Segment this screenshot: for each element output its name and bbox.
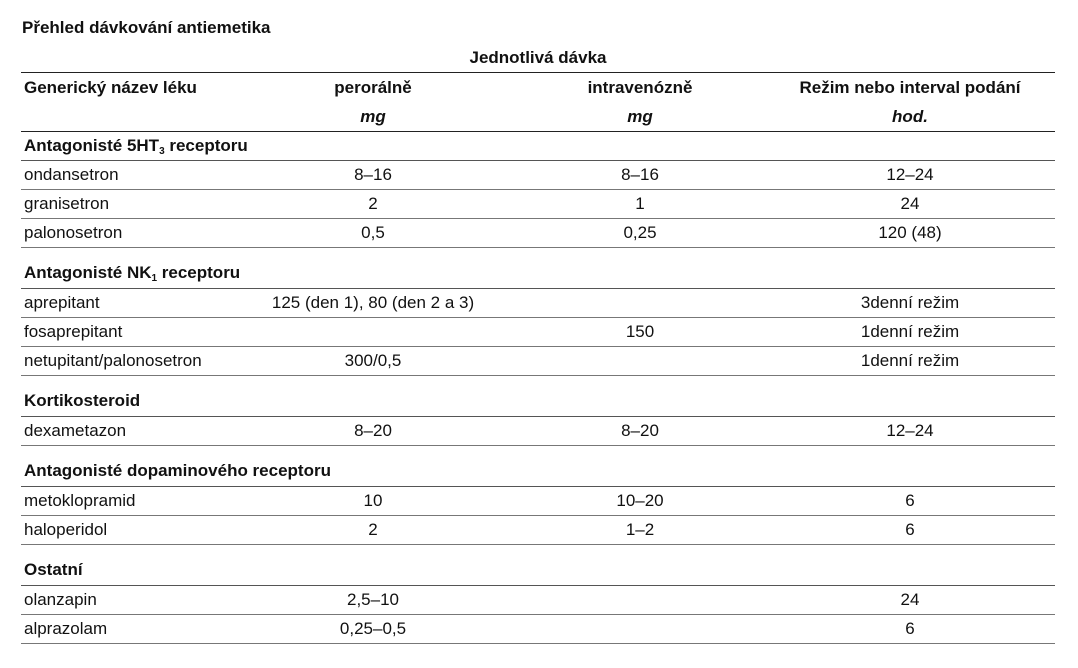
unit-regimen: hod. xyxy=(892,106,928,126)
cell-regimen: 3denní režim xyxy=(860,293,960,312)
section-header-row: Antagonisté NK1 receptoru xyxy=(21,248,1055,289)
table-row: ondansetron 8–16 8–16 12–24 xyxy=(21,161,1055,190)
group-header-single-dose: Jednotlivá dávka xyxy=(469,48,607,67)
unit-oral: mg xyxy=(360,106,386,126)
section-title-suffix: receptoru xyxy=(164,135,248,155)
cell-iv-dose: 150 xyxy=(625,322,655,341)
table-row: aprepitant 125 (den 1), 80 (den 2 a 3) 3de… xyxy=(21,289,1055,318)
table-row: dexametazon 8–20 8–20 12–24 xyxy=(21,417,1055,446)
column-header-drug-name: Generický název léku xyxy=(24,77,197,97)
cell-oral-dose: 125 (den 1), 80 (den 2 a 3) xyxy=(271,293,475,312)
cell-drug-name: ondansetron xyxy=(24,165,119,184)
section-title-text: Antagonisté dopaminového receptoru xyxy=(24,461,331,480)
cell-oral-dose: 0,25–0,5 xyxy=(339,619,407,638)
cell-regimen: 1denní režim xyxy=(860,351,960,370)
cell-regimen: 12–24 xyxy=(886,421,934,440)
group-header-row: Jednotlivá dávka xyxy=(21,44,1055,73)
column-header-regimen: Režim nebo interval podání xyxy=(799,77,1021,97)
cell-regimen: 1denní režim xyxy=(860,322,960,341)
cell-regimen: 6 xyxy=(905,520,915,539)
cell-oral-dose: 8–16 xyxy=(354,165,392,184)
section-title: Antagonisté dopaminového receptoru xyxy=(21,461,1036,482)
column-header-row: Generický název léku perorálně intravenó… xyxy=(21,73,1055,102)
section-header-row: Ostatní xyxy=(21,545,1055,586)
section-title-suffix: receptoru xyxy=(157,263,241,282)
section-title: Antagonisté NK1 receptoru xyxy=(21,263,1036,284)
cell-oral-dose: 2,5–10 xyxy=(347,590,399,609)
section-header-row: Kortikosteroid xyxy=(21,376,1055,417)
unit-row: mg mg hod. xyxy=(21,102,1055,132)
section-title: Antagonisté 5HT3 receptoru xyxy=(21,136,1036,157)
cell-regimen: 6 xyxy=(905,619,915,638)
cell-drug-name: netupitant/palonosetron xyxy=(24,351,202,370)
cell-oral-dose: 8–20 xyxy=(354,421,392,440)
cell-drug-name: dexametazon xyxy=(24,421,127,440)
cell-oral-dose: 10 xyxy=(363,491,383,510)
cell-iv-dose: 8–20 xyxy=(621,421,659,440)
cell-regimen: 12–24 xyxy=(886,165,934,184)
section-header-row: Antagonisté dopaminového receptoru xyxy=(21,446,1055,487)
cell-drug-name: alprazolam xyxy=(24,619,108,638)
section-title-subscript: 3 xyxy=(159,145,165,157)
column-header-oral: perorálně xyxy=(334,77,412,97)
cell-regimen: 120 (48) xyxy=(878,223,942,242)
cell-drug-name: aprepitant xyxy=(24,293,100,312)
column-header-iv: intravenózně xyxy=(587,77,693,97)
cell-oral-dose: 0,5 xyxy=(361,223,385,242)
cell-drug-name: palonosetron xyxy=(24,223,123,242)
table-row: fosaprepitant 150 1denní režim xyxy=(21,318,1055,347)
table-row: alprazolam 0,25–0,5 6 xyxy=(21,615,1055,644)
table-row: netupitant/palonosetron 300/0,5 1denní rež… xyxy=(21,347,1055,376)
section-title-text: Antagonisté 5HT xyxy=(24,135,160,155)
cell-regimen: 6 xyxy=(905,491,915,510)
cell-iv-dose: 1–2 xyxy=(625,520,655,539)
cell-oral-dose: 2 xyxy=(368,194,378,213)
table-row: olanzapin 2,5–10 24 xyxy=(21,586,1055,615)
table-title: Přehled dávkování antiemetika xyxy=(22,18,271,37)
section-title: Kortikosteroid xyxy=(21,391,1036,412)
table-row: haloperidol 2 1–2 6 xyxy=(21,516,1055,545)
section-title-subscript: 1 xyxy=(151,273,158,284)
dosage-table: Jednotlivá dávka Generický název léku pe… xyxy=(21,44,1055,644)
cell-iv-dose: 10–20 xyxy=(616,491,664,510)
cell-drug-name: haloperidol xyxy=(24,520,108,539)
section-title: Ostatní xyxy=(21,560,1036,581)
cell-drug-name: granisetron xyxy=(24,194,110,213)
cell-regimen: 24 xyxy=(900,194,920,213)
section-header-row: Antagonisté 5HT3 receptoru xyxy=(21,132,1055,161)
cell-regimen: 24 xyxy=(900,590,920,609)
table-row: granisetron 2 1 24 xyxy=(21,190,1055,219)
section-title-text: Kortikosteroid xyxy=(24,391,141,410)
cell-oral-dose: 300/0,5 xyxy=(344,351,402,370)
table-row: palonosetron 0,5 0,25 120 (48) xyxy=(21,219,1055,248)
cell-drug-name: olanzapin xyxy=(24,590,97,609)
section-title-text: Antagonisté NK xyxy=(24,263,152,282)
cell-drug-name: fosaprepitant xyxy=(24,322,123,341)
table-row: metoklopramid 10 10–20 6 xyxy=(21,487,1055,516)
cell-iv-dose: 0,25 xyxy=(623,223,657,242)
unit-iv: mg xyxy=(627,106,653,126)
cell-iv-dose: 1 xyxy=(635,194,645,213)
table-body: Antagonisté 5HT3 receptoru ondansetron 8–1… xyxy=(21,132,1055,644)
cell-iv-dose: 8–16 xyxy=(621,165,659,184)
section-title-text: Ostatní xyxy=(24,560,83,579)
cell-oral-dose: 2 xyxy=(368,520,378,539)
cell-drug-name: metoklopramid xyxy=(24,491,136,510)
